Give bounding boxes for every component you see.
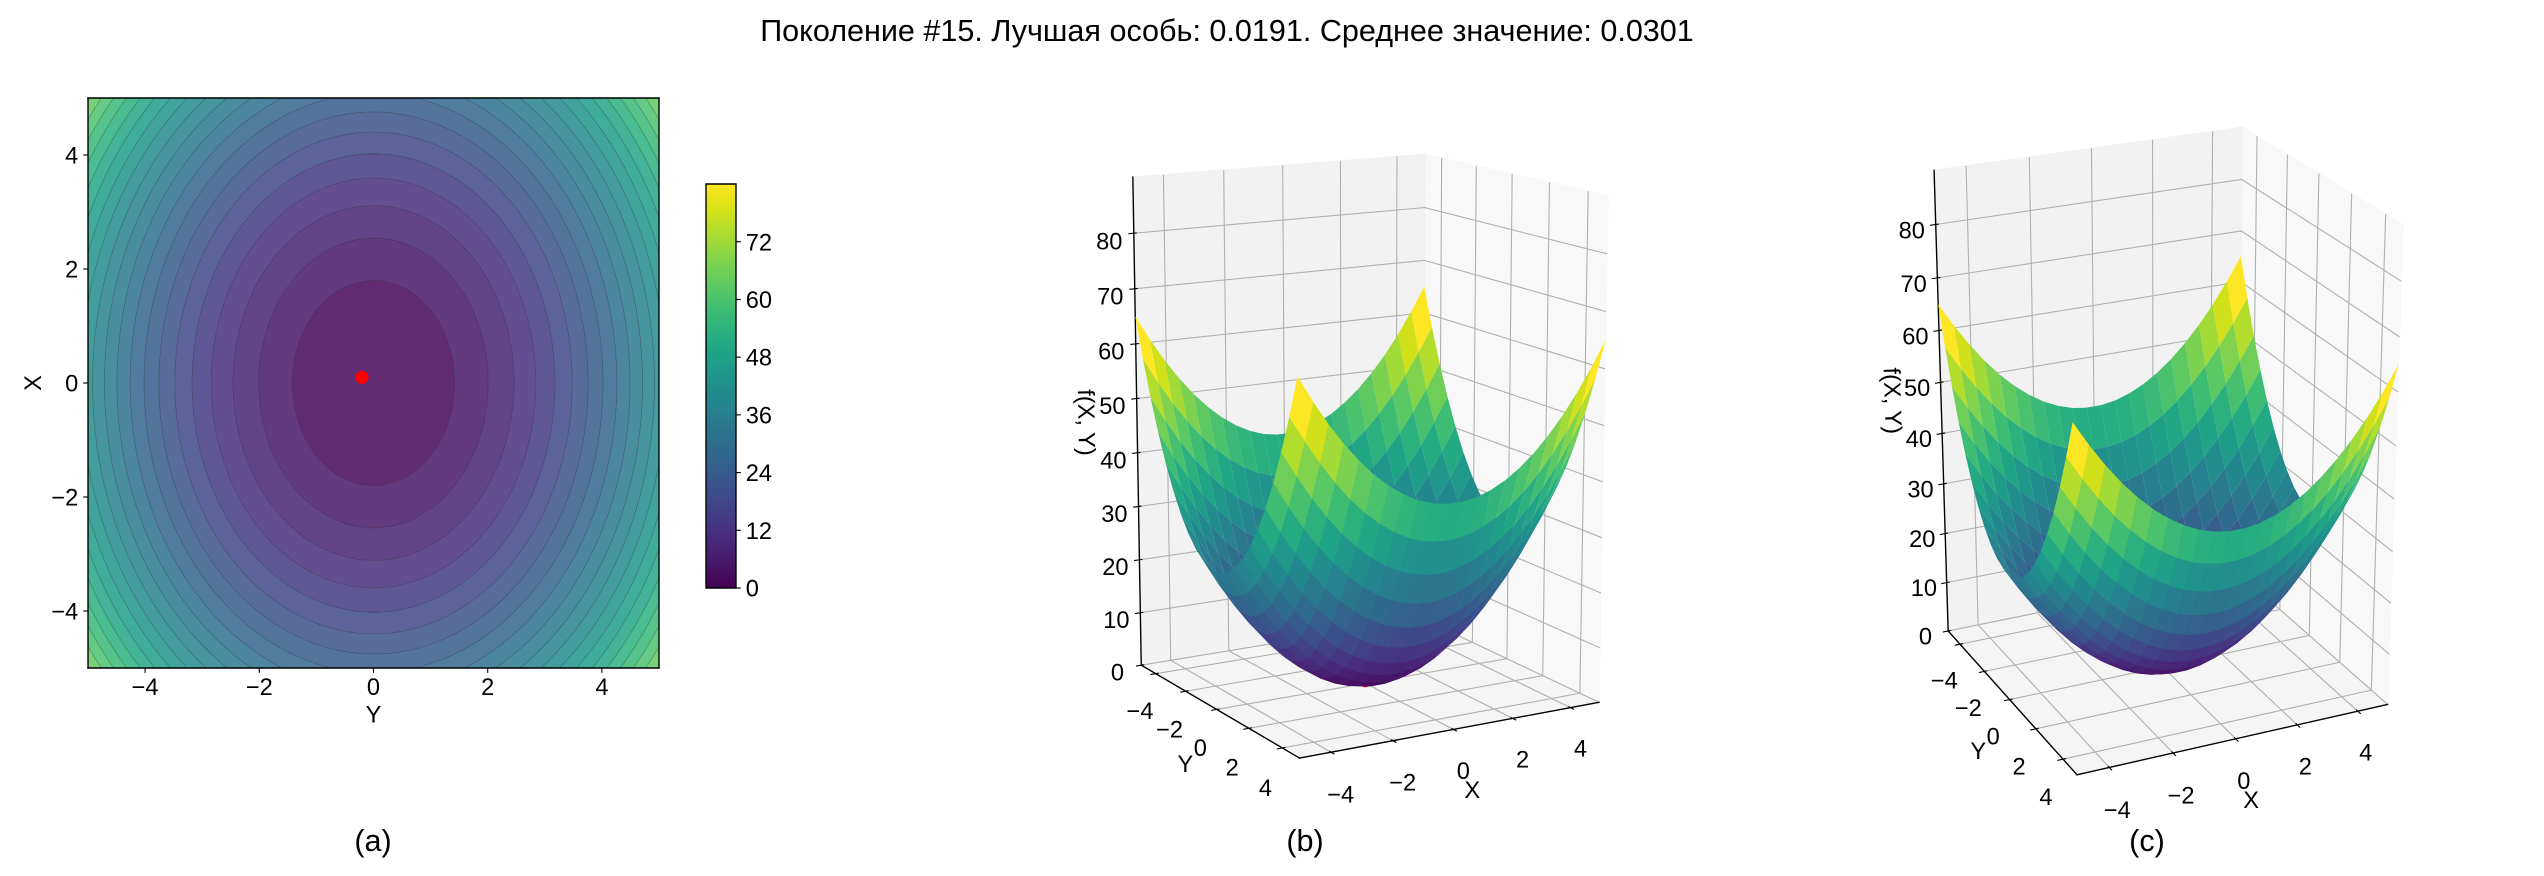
svg-text:−2: −2: [246, 675, 273, 701]
svg-text:48: 48: [746, 346, 772, 372]
svg-text:30: 30: [1907, 478, 1933, 504]
svg-text:0: 0: [1111, 660, 1124, 686]
svg-text:f(X, Y): f(X, Y): [1072, 389, 1099, 456]
svg-text:80: 80: [1096, 229, 1122, 255]
svg-text:0: 0: [1919, 624, 1932, 650]
svg-text:0: 0: [367, 675, 380, 701]
svg-text:−2: −2: [1955, 696, 1982, 722]
svg-text:0: 0: [746, 577, 759, 603]
svg-text:4: 4: [2359, 741, 2372, 767]
svg-text:4: 4: [1574, 736, 1587, 762]
svg-text:(c): (c): [2129, 824, 2165, 858]
svg-text:−4: −4: [51, 600, 78, 626]
svg-text:X: X: [21, 375, 47, 391]
svg-text:Y: Y: [1970, 739, 1986, 765]
svg-text:4: 4: [1259, 776, 1272, 802]
svg-text:20: 20: [1909, 527, 1935, 553]
svg-text:10: 10: [1911, 576, 1937, 602]
svg-text:50: 50: [1904, 376, 1930, 402]
svg-text:4: 4: [595, 675, 608, 701]
svg-text:10: 10: [1103, 608, 1129, 634]
svg-text:0: 0: [1987, 725, 2000, 751]
svg-text:−2: −2: [1389, 771, 1416, 797]
svg-text:−2: −2: [2168, 783, 2195, 809]
svg-text:2: 2: [65, 258, 78, 284]
svg-text:80: 80: [1899, 219, 1925, 245]
svg-text:2: 2: [2299, 755, 2312, 781]
svg-text:−4: −4: [132, 675, 159, 701]
svg-text:4: 4: [2039, 785, 2052, 811]
svg-text:60: 60: [746, 288, 772, 314]
svg-text:−4: −4: [1327, 783, 1354, 809]
svg-text:60: 60: [1098, 340, 1124, 366]
svg-text:−2: −2: [1156, 717, 1183, 743]
svg-text:−4: −4: [1931, 668, 1958, 694]
svg-text:2: 2: [1226, 756, 1239, 782]
svg-text:72: 72: [746, 230, 772, 256]
svg-text:36: 36: [746, 403, 772, 429]
svg-text:−4: −4: [2104, 798, 2131, 824]
svg-text:12: 12: [746, 519, 772, 545]
svg-text:−2: −2: [51, 486, 78, 512]
svg-text:60: 60: [1902, 324, 1928, 350]
svg-text:(b): (b): [1286, 824, 1323, 858]
svg-text:40: 40: [1906, 427, 1932, 453]
svg-text:20: 20: [1102, 555, 1128, 581]
svg-text:30: 30: [1101, 502, 1127, 528]
svg-text:0: 0: [1194, 736, 1207, 762]
svg-text:2: 2: [481, 675, 494, 701]
svg-text:2: 2: [2013, 754, 2026, 780]
svg-text:50: 50: [1099, 394, 1125, 420]
svg-text:−4: −4: [1127, 699, 1154, 725]
svg-text:2: 2: [1516, 748, 1529, 774]
svg-text:70: 70: [1097, 285, 1123, 311]
svg-text:Y: Y: [1178, 752, 1194, 778]
svg-text:24: 24: [746, 461, 772, 487]
svg-text:4: 4: [65, 144, 78, 170]
svg-text:f(X, Y): f(X, Y): [1878, 367, 1906, 434]
svg-text:40: 40: [1100, 448, 1126, 474]
svg-text:(a): (a): [354, 824, 391, 858]
svg-text:Поколение #15. Лучшая особь: 0: Поколение #15. Лучшая особь: 0.0191. Сре…: [760, 14, 1694, 48]
svg-text:X: X: [1464, 778, 1480, 804]
svg-text:0: 0: [65, 372, 78, 398]
svg-text:70: 70: [1900, 272, 1926, 298]
svg-text:X: X: [2243, 788, 2259, 814]
svg-text:Y: Y: [366, 702, 382, 728]
